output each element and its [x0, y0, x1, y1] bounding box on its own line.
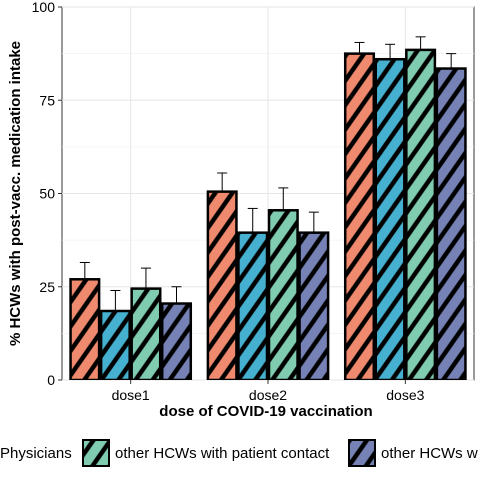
x-axis-label: dose of COVID-19 vaccination [159, 403, 372, 420]
error-bars [79, 36, 457, 311]
y-tick-label: 50 [39, 186, 55, 202]
x-tick-label: dose2 [249, 387, 287, 403]
bar [160, 302, 193, 380]
legend-key [348, 439, 376, 467]
y-tick-label: 0 [47, 372, 55, 388]
legend-key [82, 439, 110, 467]
bars [69, 48, 467, 380]
y-axis: 0 25 50 75 100 [32, 0, 62, 388]
x-tick-label: dose1 [112, 387, 150, 403]
bar [343, 52, 376, 380]
bar [130, 287, 162, 380]
y-tick-label: 25 [39, 279, 55, 295]
x-tick-label: dose3 [386, 387, 424, 403]
legend-label: other HCWs with patient contact [115, 445, 330, 462]
bar [206, 190, 238, 380]
legend-label: other HCWs w [381, 445, 478, 462]
bar [435, 67, 467, 380]
y-tick-label: 100 [32, 0, 56, 15]
legend-label: Physicians [0, 445, 72, 462]
bar [405, 48, 437, 380]
bar [99, 309, 131, 380]
bar [69, 278, 101, 380]
bar [298, 231, 330, 380]
bar [374, 57, 406, 380]
legend: Physicians other HCWs with patient contac… [0, 439, 478, 467]
y-tick-label: 75 [39, 92, 55, 108]
bar [267, 209, 299, 380]
x-axis: dose1 dose2 dose3 [112, 380, 425, 403]
y-axis-label: % HCWs with post-vacc. medication intake [7, 41, 24, 346]
bar [237, 231, 269, 380]
